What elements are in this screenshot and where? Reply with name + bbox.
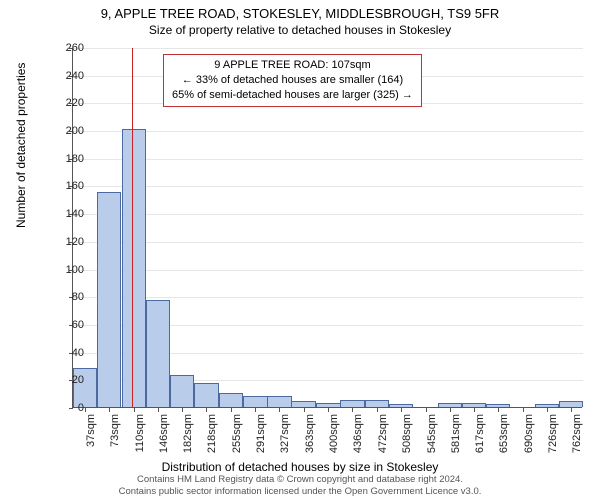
xtick-mark [206,408,207,412]
histogram-bar [559,401,583,407]
xtick-mark [158,408,159,412]
xtick-mark [426,408,427,412]
xtick-label: 581sqm [450,414,462,454]
histogram-bar [438,403,462,407]
histogram-bar [122,129,146,407]
footer: Contains HM Land Registry data © Crown c… [0,474,600,498]
chart-area: 37sqm73sqm110sqm146sqm182sqm218sqm255sqm… [72,48,582,408]
xtick-label: 545sqm [426,414,438,454]
xtick-mark [498,408,499,412]
xtick-mark [182,408,183,412]
xtick-mark [134,408,135,412]
xtick-label: 73sqm [109,414,121,454]
plot-region: 37sqm73sqm110sqm146sqm182sqm218sqm255sqm… [72,48,582,408]
xtick-label: 726sqm [547,414,559,454]
footer-line1: Contains HM Land Registry data © Crown c… [0,474,600,486]
xtick-mark [279,408,280,412]
xtick-mark [401,408,402,412]
gridline [73,242,583,243]
ytick-mark [69,408,73,409]
histogram-bar [146,300,170,407]
xtick-label: 690sqm [523,414,535,454]
ytick-label: 0 [78,402,84,414]
gridline [73,131,583,132]
gridline [73,159,583,160]
xtick-label: 255sqm [231,414,243,454]
y-axis-label: Number of detached properties [14,63,28,228]
xtick-mark [377,408,378,412]
info-line2: ← 33% of detached houses are smaller (16… [172,73,413,88]
xtick-mark [474,408,475,412]
ytick-label: 100 [66,264,84,276]
ytick-label: 260 [66,42,84,54]
info-line1: 9 APPLE TREE ROAD: 107sqm [172,58,413,73]
gridline [73,297,583,298]
ytick-label: 120 [66,236,84,248]
gridline [73,48,583,49]
xtick-mark [450,408,451,412]
xtick-label: 472sqm [377,414,389,454]
ytick-label: 240 [66,70,84,82]
xtick-label: 218sqm [206,414,218,454]
histogram-bar [535,404,559,407]
histogram-bar [389,404,413,407]
histogram-bar [365,400,389,407]
gridline [73,186,583,187]
histogram-bar [291,401,315,407]
xtick-mark [109,408,110,412]
ytick-label: 200 [66,125,84,137]
ytick-label: 60 [72,319,84,331]
xtick-mark [547,408,548,412]
histogram-bar [316,403,340,407]
ytick-label: 180 [66,153,84,165]
xtick-mark [571,408,572,412]
xtick-label: 291sqm [255,414,267,454]
histogram-bar [243,396,267,407]
ytick-label: 40 [72,347,84,359]
title-main: 9, APPLE TREE ROAD, STOKESLEY, MIDDLESBR… [0,0,600,21]
xtick-label: 653sqm [498,414,510,454]
info-box: 9 APPLE TREE ROAD: 107sqm ← 33% of detac… [163,54,422,107]
xtick-label: 37sqm [85,414,97,454]
xtick-label: 146sqm [158,414,170,454]
xtick-label: 327sqm [279,414,291,454]
title-sub: Size of property relative to detached ho… [0,21,600,37]
ytick-label: 20 [72,374,84,386]
histogram-bar [462,403,486,407]
info-line3: 65% of semi-detached houses are larger (… [172,88,413,103]
xtick-label: 400sqm [328,414,340,454]
gridline [73,270,583,271]
histogram-bar [194,383,218,407]
xtick-mark [231,408,232,412]
xtick-mark [85,408,86,412]
xtick-label: 363sqm [304,414,316,454]
ytick-label: 80 [72,291,84,303]
histogram-bar [170,375,194,407]
ytick-label: 220 [66,97,84,109]
histogram-bar [97,192,121,407]
ytick-label: 160 [66,180,84,192]
histogram-bar [219,393,243,407]
histogram-bar [486,404,510,407]
xtick-label: 110sqm [134,414,146,454]
xtick-mark [352,408,353,412]
histogram-bar [267,396,291,407]
gridline [73,214,583,215]
xtick-label: 617sqm [474,414,486,454]
xtick-mark [523,408,524,412]
xtick-label: 436sqm [352,414,364,454]
xtick-label: 762sqm [571,414,583,454]
footer-line2: Contains public sector information licen… [0,486,600,498]
property-marker-line [132,48,134,407]
histogram-bar [340,400,364,407]
xtick-label: 182sqm [182,414,194,454]
xtick-mark [328,408,329,412]
ytick-label: 140 [66,208,84,220]
xtick-mark [304,408,305,412]
xtick-label: 508sqm [401,414,413,454]
xtick-mark [255,408,256,412]
x-axis-label: Distribution of detached houses by size … [0,460,600,474]
